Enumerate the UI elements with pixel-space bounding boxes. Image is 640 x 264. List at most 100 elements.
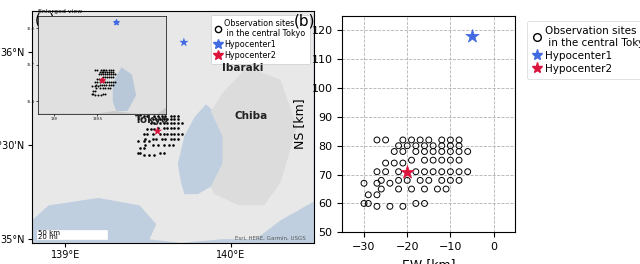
Point [104, 72, 115, 76]
Point [166, 132, 176, 136]
Point [147, 117, 157, 121]
Point [95, 80, 105, 84]
Point [159, 151, 169, 155]
Point [140, 137, 150, 142]
Point [99, 80, 109, 84]
Point [95, 93, 106, 97]
Point [170, 126, 180, 130]
Point [108, 70, 118, 74]
Point [133, 151, 143, 155]
Point [90, 89, 100, 93]
Point [380, 169, 390, 174]
Point [162, 126, 172, 130]
Point [97, 83, 107, 87]
Point [95, 68, 106, 72]
Point [380, 161, 390, 165]
Point [106, 83, 116, 87]
Point [99, 92, 109, 96]
Point [91, 83, 101, 87]
Point [95, 77, 106, 81]
Point [104, 80, 115, 84]
Point [90, 84, 100, 88]
Point [173, 132, 183, 136]
Point [95, 86, 105, 91]
Text: (a): (a) [35, 13, 56, 28]
Point [394, 178, 404, 182]
Point [428, 149, 438, 154]
Point [101, 68, 111, 72]
Point [151, 117, 161, 121]
Point [419, 158, 429, 162]
Point [140, 142, 150, 147]
Point [104, 76, 115, 80]
Point [138, 114, 148, 118]
Point [93, 72, 104, 76]
Point [92, 77, 102, 81]
Point [146, 127, 156, 131]
Point [102, 72, 113, 76]
Polygon shape [32, 198, 156, 243]
Point [99, 70, 109, 74]
Point [162, 132, 172, 136]
Point [93, 93, 103, 97]
Point [419, 169, 429, 174]
Point [105, 86, 115, 91]
Point [109, 72, 120, 76]
Point [411, 149, 421, 154]
Point [106, 70, 116, 74]
Point [106, 72, 116, 76]
Point [394, 144, 404, 148]
Point [162, 117, 172, 121]
Point [441, 187, 451, 191]
Point [100, 72, 111, 76]
Bar [37, 230, 106, 234]
Point [90, 80, 100, 84]
Point [102, 70, 113, 74]
Point [445, 149, 456, 154]
Point [104, 83, 115, 87]
Point [155, 120, 165, 125]
X-axis label: EW [km]: EW [km] [402, 258, 456, 264]
Point [402, 178, 412, 182]
Point [100, 80, 111, 84]
Point [93, 77, 104, 81]
Point [104, 70, 115, 74]
Point [445, 169, 456, 174]
Point [97, 70, 107, 74]
Point [415, 138, 426, 142]
Point [406, 158, 417, 162]
Point [173, 137, 183, 142]
Point [99, 68, 109, 72]
Point [389, 149, 399, 154]
Polygon shape [36, 16, 184, 114]
Point [155, 117, 165, 121]
Point [454, 144, 464, 148]
Point [104, 68, 115, 72]
Point [436, 178, 447, 182]
Point [436, 169, 447, 174]
Point [173, 117, 183, 121]
Point [364, 201, 374, 206]
Point [102, 76, 113, 80]
Point [92, 68, 102, 72]
Text: Tokyo: Tokyo [134, 115, 169, 125]
Point [151, 137, 161, 142]
Point [90, 93, 100, 97]
Point [95, 70, 105, 74]
Point [419, 201, 429, 206]
Point [153, 142, 163, 147]
Point [376, 178, 387, 182]
Point [376, 187, 387, 191]
Point [149, 127, 159, 131]
Point [102, 80, 113, 84]
Point [424, 138, 434, 142]
Point [398, 204, 408, 209]
Point [424, 178, 434, 182]
Point [138, 146, 148, 150]
Point [109, 80, 120, 84]
Point [173, 120, 183, 125]
Point [179, 40, 189, 45]
Point [170, 132, 180, 136]
Point [100, 92, 111, 96]
Point [398, 138, 408, 142]
